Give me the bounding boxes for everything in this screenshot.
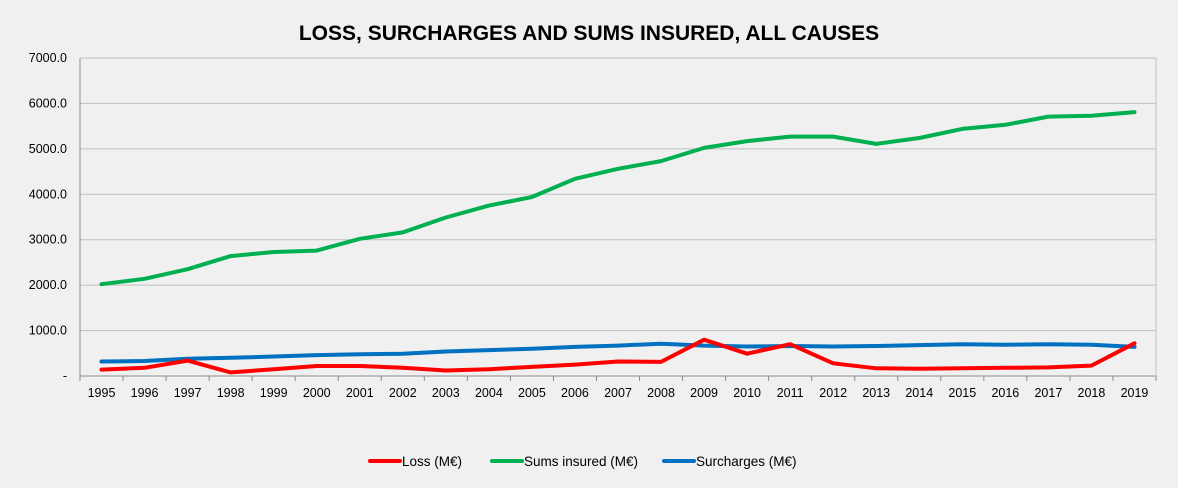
x-tick-label: 1997 [174, 386, 202, 400]
x-tick-label: 2008 [647, 386, 675, 400]
x-tick-label: 2012 [819, 386, 847, 400]
series-line-1 [99, 110, 1137, 287]
x-tick-label: 2013 [862, 386, 890, 400]
legend-label: Surcharges (M€) [696, 454, 797, 469]
y-tick-label: 5000.0 [29, 142, 67, 156]
x-tick-label: 2000 [303, 386, 331, 400]
y-tick-label: 2000.0 [29, 278, 67, 292]
x-tick-label: 1998 [217, 386, 245, 400]
x-tick-label: 2011 [777, 386, 804, 400]
y-tick-label: 7000.0 [29, 51, 67, 65]
x-tick-label: 2018 [1078, 386, 1106, 400]
chart-title: LOSS, SURCHARGES AND SUMS INSURED, ALL C… [299, 22, 879, 45]
x-tick-label: 2019 [1121, 386, 1149, 400]
y-tick-label: - [63, 369, 67, 383]
y-tick-label: 3000.0 [29, 233, 67, 247]
y-tick-label: 1000.0 [29, 324, 67, 338]
x-tick-label: 2009 [690, 386, 718, 400]
x-tick-label: 2015 [948, 386, 976, 400]
x-tick-label: 2010 [733, 386, 761, 400]
x-tick-label: 1996 [131, 386, 159, 400]
x-tick-label: 2001 [346, 386, 374, 400]
x-tick-label: 2004 [475, 386, 503, 400]
x-axis-ticks: 1995 1996 1997 1998 1999 2000 2001 2002 2003 2004… [79, 376, 1157, 400]
x-tick-label: 2002 [389, 386, 417, 400]
gridlines [79, 57, 1157, 377]
x-tick-label: 2017 [1034, 386, 1062, 400]
y-axis-ticks: - 1000.0 2000.0 3000.0 4000.0 5000.0 6000.0 700… [29, 51, 67, 383]
y-tick-label: 6000.0 [29, 96, 67, 110]
x-tick-label: 1999 [260, 386, 288, 400]
x-tick-label: 2003 [432, 386, 460, 400]
x-tick-label: 2016 [991, 386, 1019, 400]
legend-label: Loss (M€) [402, 454, 462, 469]
x-tick-label: 1995 [88, 386, 116, 400]
series-line-0 [99, 337, 1137, 375]
legend: Loss (M€) Sums insured (M€) Surcharges (M€… [368, 454, 797, 469]
y-tick-label: 4000.0 [29, 187, 67, 201]
legend-label: Sums insured (M€) [524, 454, 638, 469]
x-tick-label: 2006 [561, 386, 589, 400]
x-tick-label: 2005 [518, 386, 546, 400]
x-tick-label: 2007 [604, 386, 632, 400]
x-tick-label: 2014 [905, 386, 933, 400]
series-lines [99, 110, 1137, 375]
series-line-2 [99, 341, 1137, 364]
